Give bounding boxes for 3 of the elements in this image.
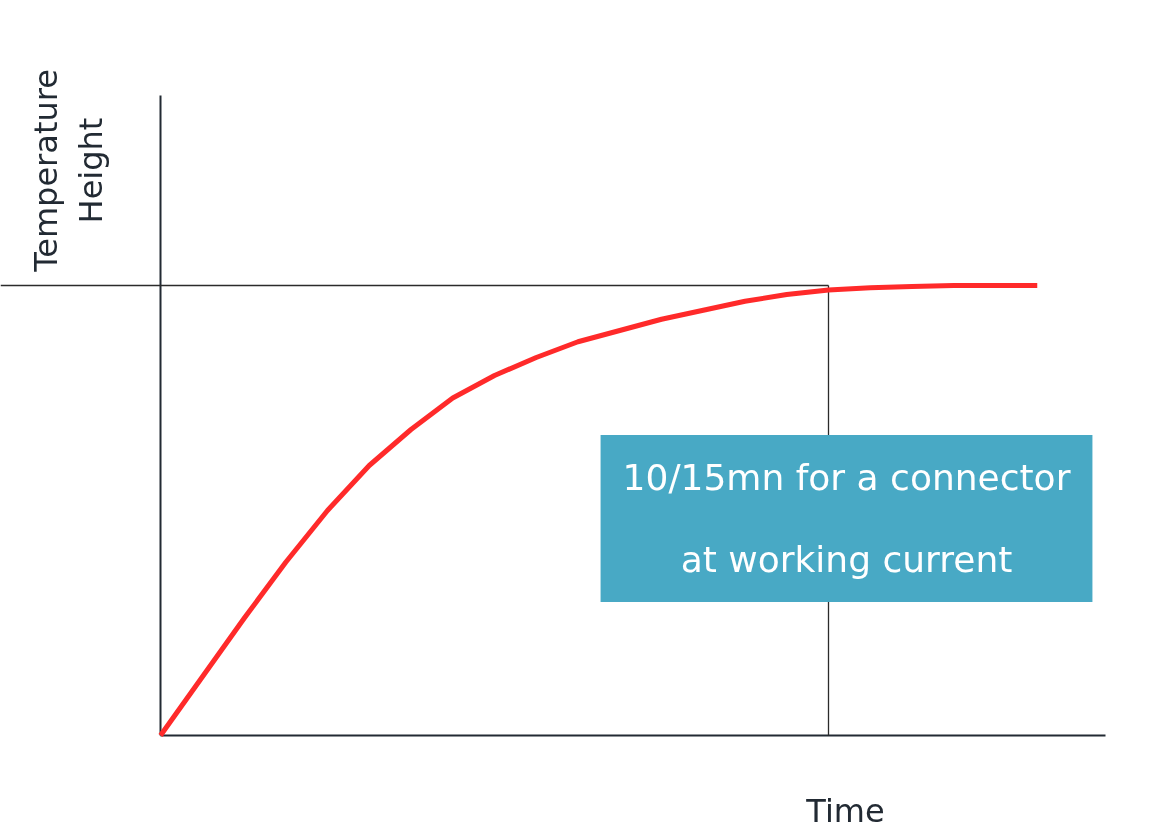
x-axis-title: Time bbox=[805, 791, 885, 830]
annotation: 10/15mn for a connector at working current bbox=[622, 457, 1071, 580]
y-axis-title: Temperature Height bbox=[26, 69, 111, 273]
